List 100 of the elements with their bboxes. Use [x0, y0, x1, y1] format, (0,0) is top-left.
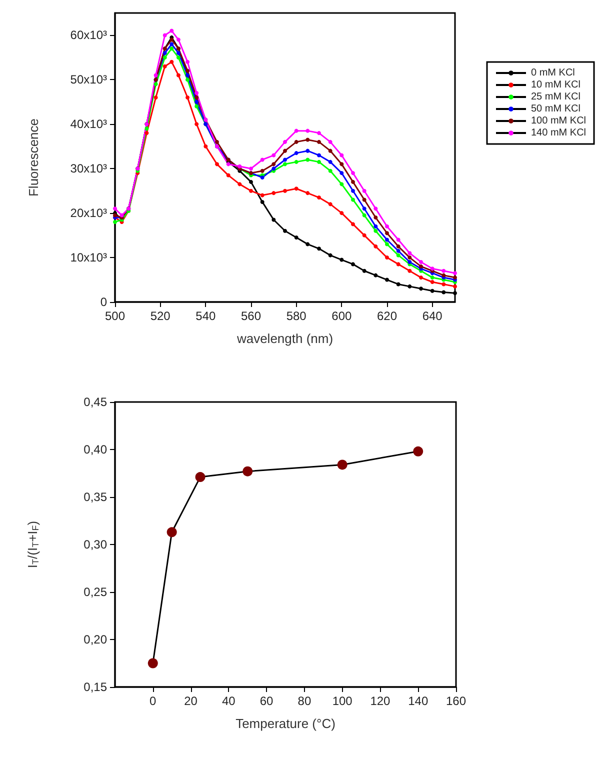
y-tick-label: 30x10³ [70, 162, 107, 176]
x-tick-label: 640 [422, 309, 443, 323]
point [351, 180, 355, 184]
point [294, 160, 298, 164]
point [374, 206, 378, 211]
point [176, 51, 180, 56]
point [176, 73, 180, 78]
y-tick-label: 0 [100, 295, 108, 309]
point [170, 28, 174, 33]
y-tick-label: 0,15 [84, 680, 108, 694]
point [328, 202, 332, 206]
point [294, 186, 298, 191]
point [396, 244, 400, 248]
point [430, 288, 434, 293]
point [238, 164, 242, 168]
point [317, 246, 321, 251]
x-tick-label: 140 [408, 694, 428, 708]
point [385, 224, 389, 228]
point [272, 191, 276, 196]
legend-label: 140 mM KCl [531, 128, 586, 138]
point [351, 222, 355, 226]
point [294, 151, 298, 156]
point [374, 244, 378, 248]
x-tick-label: 60 [260, 694, 274, 708]
point [419, 286, 423, 291]
point [226, 162, 230, 166]
point [238, 182, 242, 186]
point [148, 658, 158, 668]
point [385, 242, 389, 246]
point [260, 158, 264, 162]
point [453, 271, 457, 276]
y-tick-label: 0,30 [84, 538, 108, 552]
point [317, 153, 321, 158]
point [340, 182, 344, 186]
point [283, 188, 287, 193]
point [442, 282, 446, 286]
point [113, 220, 117, 224]
x-tick-label: 580 [286, 309, 307, 323]
point [374, 228, 378, 233]
point [215, 162, 219, 166]
point [442, 290, 446, 294]
x-tick-label: 500 [104, 309, 126, 323]
point [306, 138, 310, 142]
point [385, 238, 389, 242]
point [419, 264, 423, 268]
point [176, 55, 180, 60]
point [170, 60, 174, 64]
point [170, 46, 174, 51]
point [328, 168, 332, 173]
point [170, 38, 174, 42]
point [186, 68, 190, 73]
x-tick-label: 0 [150, 694, 157, 708]
point [166, 527, 177, 538]
legend-label: 25 mM KCl [531, 92, 580, 102]
y-tick-label: 60x10³ [70, 28, 107, 42]
point [154, 82, 158, 86]
point [453, 291, 457, 296]
point [413, 446, 424, 456]
legend-label: 0 mM KCl [531, 68, 575, 78]
point [283, 148, 287, 153]
point [272, 162, 276, 166]
y-axis-title: Fluorescence [26, 118, 41, 197]
point [260, 168, 264, 173]
point [260, 193, 264, 198]
point [362, 206, 366, 211]
y-tick-label: 50x10³ [70, 72, 107, 87]
point [328, 160, 332, 164]
point [306, 191, 310, 196]
x-axis-title: wavelength (nm) [236, 331, 334, 346]
point [340, 171, 344, 176]
point [340, 162, 344, 166]
point [283, 228, 287, 233]
point [396, 253, 400, 258]
y-tick-label: 0,25 [84, 585, 108, 599]
x-tick-label: 100 [332, 694, 353, 708]
point [195, 472, 206, 482]
point [374, 216, 378, 220]
point [362, 233, 366, 238]
point [162, 55, 167, 60]
x-tick-label: 600 [332, 309, 352, 323]
y-tick-label: 40x10³ [70, 117, 107, 132]
point [154, 73, 158, 78]
point [419, 260, 423, 264]
x-tick-label: 120 [370, 694, 391, 708]
point [340, 258, 344, 262]
point [396, 248, 400, 253]
x-tick-label: 540 [196, 309, 216, 323]
point [306, 242, 310, 246]
point [408, 284, 412, 288]
point [317, 196, 321, 200]
point [120, 213, 124, 218]
point [194, 104, 199, 108]
point [328, 253, 332, 258]
point [162, 64, 167, 68]
point [442, 268, 446, 273]
point [351, 188, 355, 193]
point [408, 268, 412, 273]
x-tick-label: 160 [446, 694, 466, 708]
point [283, 140, 287, 144]
x-tick-label: 20 [184, 694, 198, 708]
